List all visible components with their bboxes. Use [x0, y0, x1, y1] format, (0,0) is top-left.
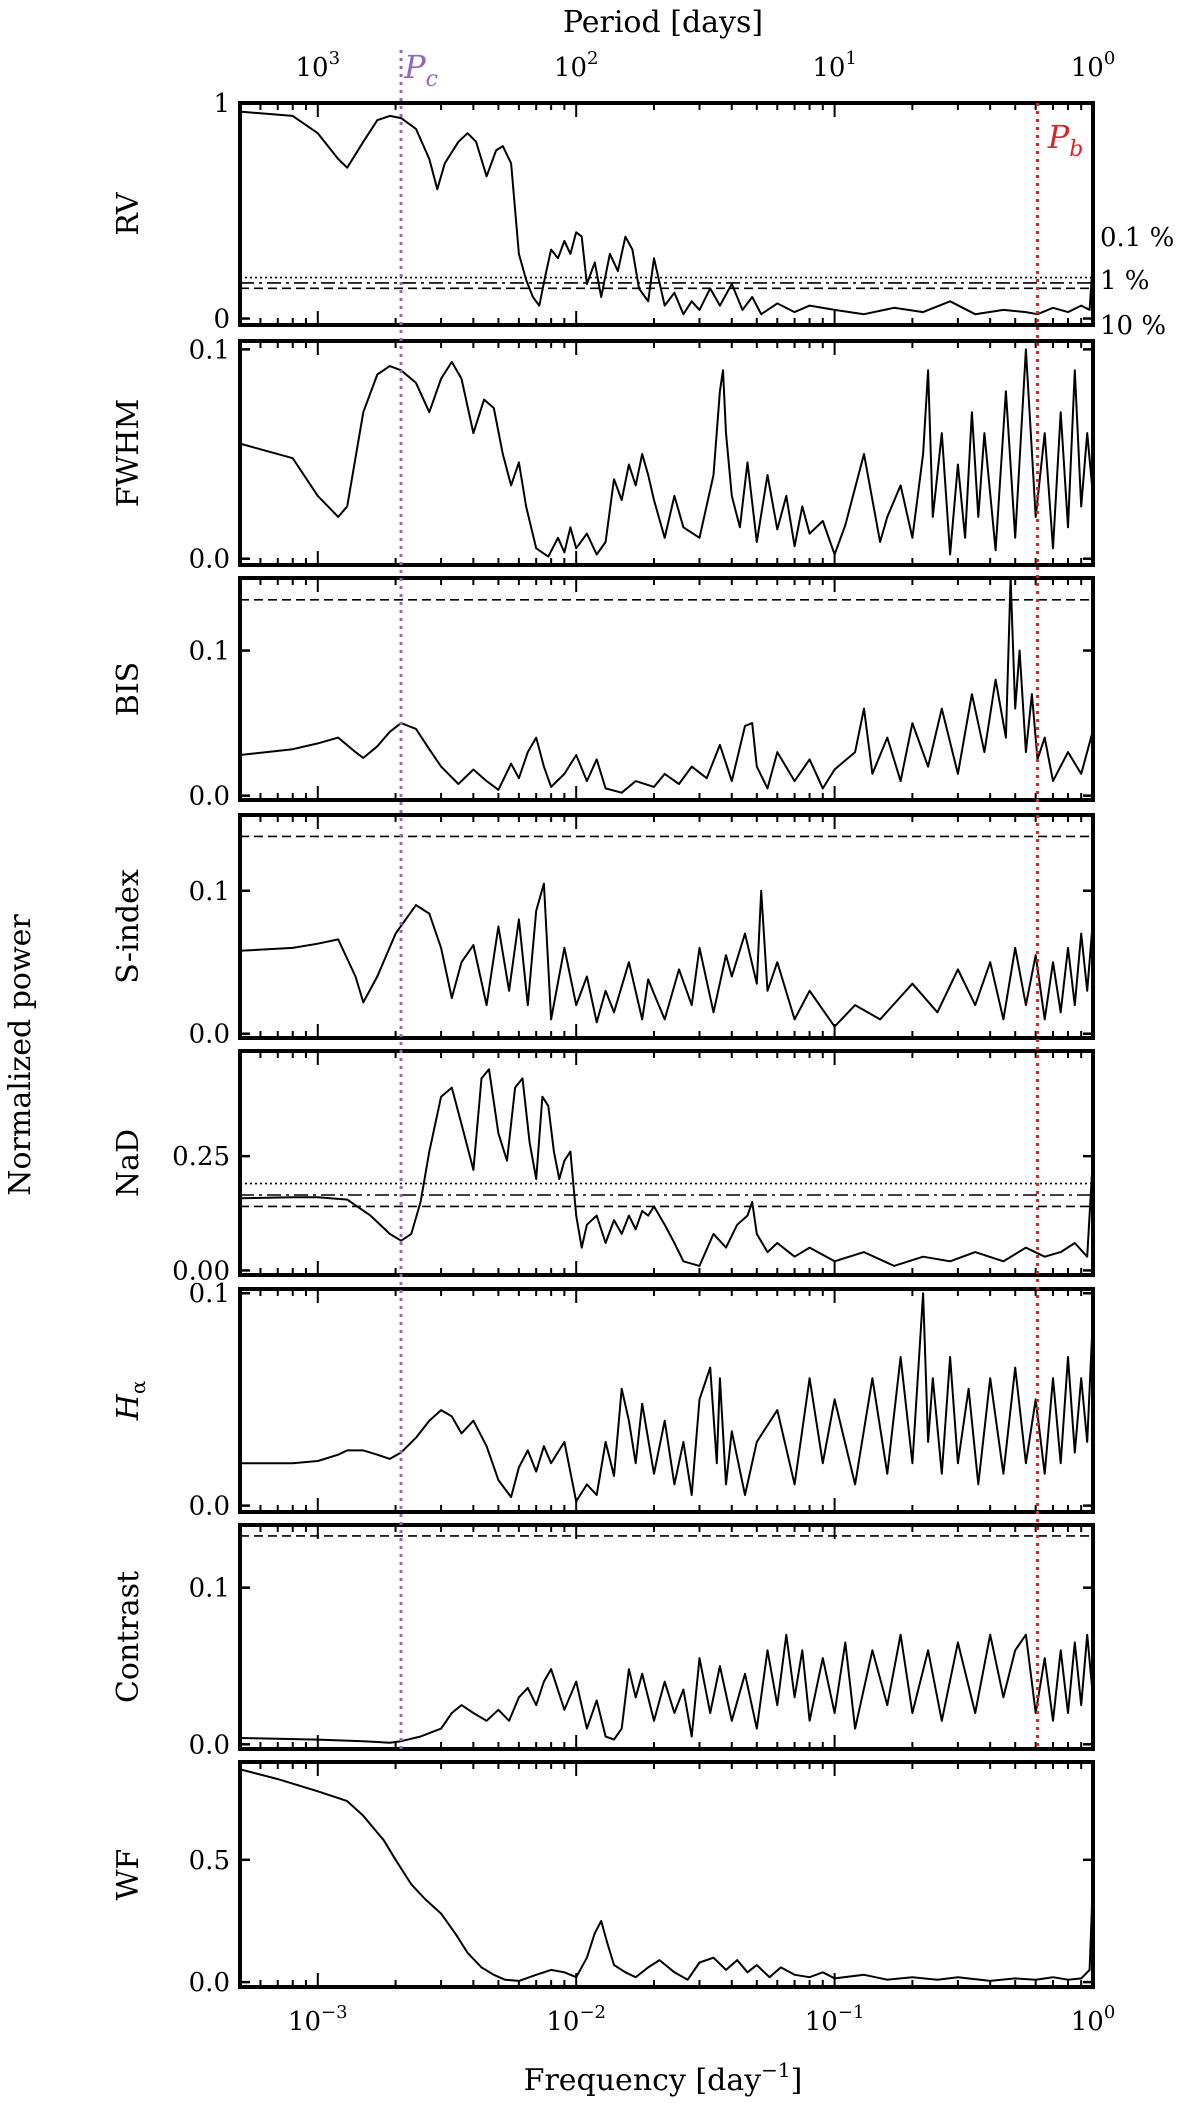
panel-frame — [238, 1049, 1095, 1277]
tick-exponent: 0 — [1104, 48, 1115, 69]
y-tick-label: 0.1 — [189, 1574, 230, 1604]
panel-ylabel-main: H — [111, 1393, 146, 1421]
tick-exponent: −1 — [838, 2002, 865, 2023]
panel-ylabel: RV — [111, 191, 146, 236]
panel-frame — [238, 339, 1095, 567]
y-tick-label: 1 — [213, 89, 230, 119]
tick-exponent: −3 — [321, 2002, 348, 2023]
panels-group: 01RV0.00.1FWHM0.00.1BIS0.00.1S-index0.00… — [111, 89, 1095, 1998]
panel-ylabel: S-index — [111, 869, 146, 984]
panel-ylabel-sub: α — [126, 1381, 150, 1395]
figure-ylabel: Normalized power — [3, 914, 38, 1196]
top-tick-label: 102 — [554, 48, 599, 83]
top-axis-ticks: 103 102 101 100 — [296, 48, 1116, 83]
tick-exponent: −2 — [579, 2002, 606, 2023]
series-line-wf — [239, 1768, 1094, 1982]
tick-exponent: 0 — [1104, 2002, 1115, 2023]
y-tick-label: 0.00 — [172, 1256, 230, 1286]
y-tick-label: 0.0 — [189, 1730, 230, 1760]
panel-frame — [238, 813, 1095, 1040]
series-line-s-index — [239, 882, 1094, 1028]
y-tick-label: 0.5 — [189, 1846, 230, 1876]
period-marker-label-b: Pb — [1047, 118, 1084, 162]
bottom-tick-label: 100 — [1071, 2002, 1116, 2037]
top-tick-label: 103 — [296, 48, 341, 83]
bottom-axis-title-sup: −1 — [761, 2058, 790, 2082]
panel-frame — [238, 1760, 1095, 1989]
tick-exponent: 3 — [329, 48, 340, 69]
panel-ylabel: Hα — [111, 1381, 150, 1422]
bottom-tick-label: 10−1 — [805, 2002, 865, 2037]
series-line-fwhm — [239, 348, 1094, 558]
fap-label: 10 % — [1100, 311, 1166, 341]
panel-frame — [238, 101, 1095, 327]
panel-ylabel: Contrast — [111, 1571, 146, 1703]
top-tick-label: 100 — [1071, 48, 1116, 83]
series-line-h_alpha — [240, 1292, 1094, 1503]
tick-exponent: 1 — [845, 48, 856, 69]
bottom-tick-label: 10−2 — [546, 2002, 606, 2037]
period-markers-group: Pc Pb — [399, 48, 1084, 1749]
y-tick-label: 0.1 — [189, 877, 230, 907]
y-tick-label: 0.0 — [189, 1968, 230, 1998]
period-marker-label-c: Pc — [403, 48, 438, 92]
bottom-tick-label: 10−3 — [288, 2002, 348, 2037]
tick-exponent: 2 — [587, 48, 598, 69]
y-tick-label: 0.0 — [189, 545, 230, 575]
y-tick-label: 0.0 — [189, 782, 230, 812]
fap-label: 0.1 % — [1100, 223, 1174, 253]
fap-label: 1 % — [1100, 266, 1150, 296]
panel-frame — [238, 1287, 1095, 1514]
period-marker-sub: c — [426, 67, 438, 92]
series-line-contrast — [239, 1633, 1094, 1744]
top-axis-title: Period [days] — [563, 5, 763, 40]
y-tick-label: 0.0 — [189, 1020, 230, 1050]
fap-labels-group: 0.1 % 1 % 10 % — [1100, 223, 1174, 341]
panel-contrast: 0.0 0.1 Contrast — [111, 1523, 1095, 1760]
series-line-rv — [239, 110, 1094, 316]
period-marker-sub: b — [1069, 137, 1083, 162]
series-line-nad — [239, 1068, 1094, 1267]
panel-s-index: 0.0 0.1 S-index — [111, 813, 1095, 1050]
y-tick-label: 0.1 — [189, 1279, 230, 1309]
panel-bis: 0.0 0.1 BIS — [111, 576, 1095, 812]
bottom-axis-title-main: Frequency [day — [524, 2063, 762, 2098]
y-tick-label: 0.1 — [189, 335, 230, 365]
series-line-bis — [239, 577, 1094, 794]
bottom-axis-title: Frequency [day−1] — [524, 2058, 803, 2098]
panel-h_alpha: 0.0 0.1 Hα — [111, 1279, 1095, 1522]
panel-ylabel: FWHM — [111, 399, 146, 508]
panel-ylabel: BIS — [111, 662, 146, 716]
panel-rv: 0 1 RV — [111, 89, 1095, 335]
panel-frame — [238, 1523, 1095, 1751]
panel-wf: 0.0 0.5 WF — [111, 1760, 1095, 1998]
bottom-axis-title-close: ] — [791, 2063, 803, 2098]
panel-fwhm: 0.0 0.1 FWHM — [111, 335, 1095, 575]
top-tick-label: 101 — [812, 48, 857, 83]
panel-frame — [238, 576, 1095, 802]
y-tick-label: 0.1 — [189, 637, 230, 667]
y-tick-label: 0.0 — [189, 1492, 230, 1522]
panel-ylabel: NaD — [111, 1129, 146, 1197]
panel-ylabel: WF — [111, 1849, 146, 1901]
y-tick-label: 0 — [213, 305, 230, 335]
panel-nad: 0.00 0.25 NaD — [111, 1049, 1095, 1286]
y-tick-label: 0.25 — [172, 1142, 230, 1172]
bottom-axis-ticks: 10−3 10−2 10−1 100 — [288, 2002, 1115, 2037]
